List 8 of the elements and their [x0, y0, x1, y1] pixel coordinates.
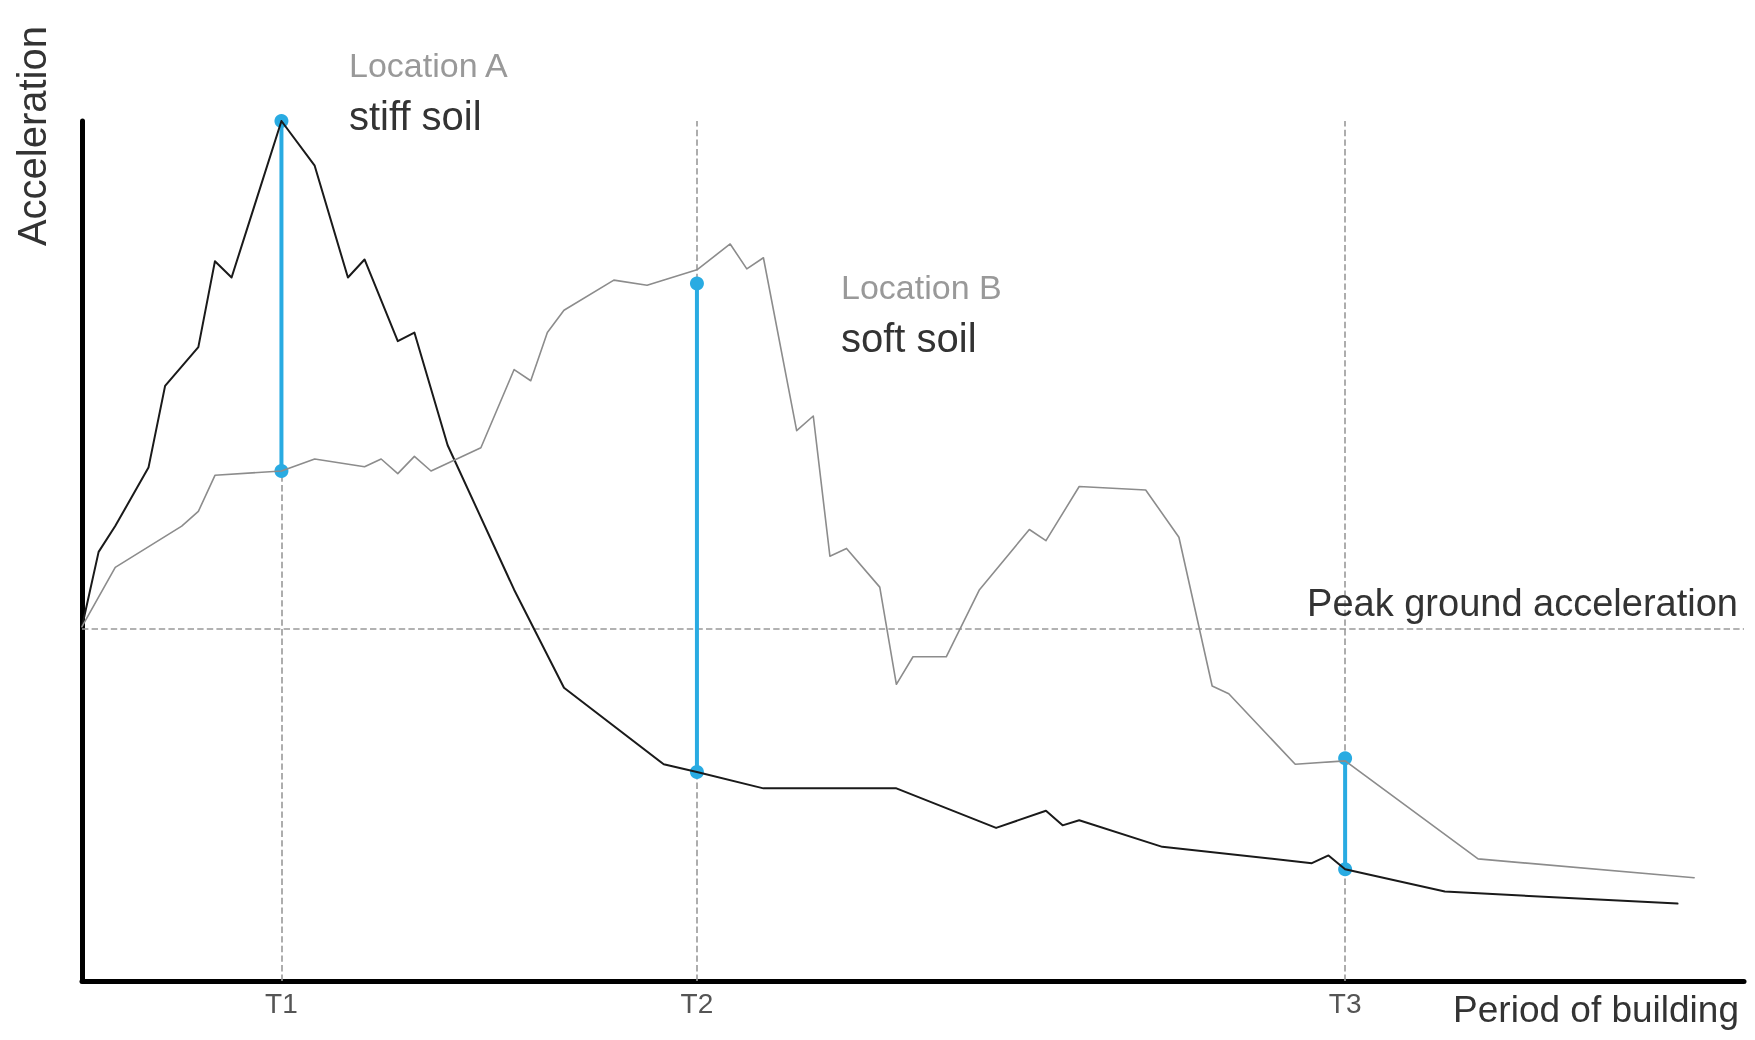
x-tick-label: T3 [1328, 987, 1362, 1019]
x-tick-label: T2 [680, 987, 714, 1019]
annotation: Location A stiff soil [349, 46, 509, 138]
x-axis-title: Period of building [1453, 989, 1739, 1030]
annotation: Location B soft soil [841, 268, 1002, 360]
x-tick-label: T1 [265, 987, 298, 1019]
ref-line-label: Peak ground acceleration [1307, 582, 1738, 625]
y-axis-title: Acceleration [10, 25, 54, 247]
